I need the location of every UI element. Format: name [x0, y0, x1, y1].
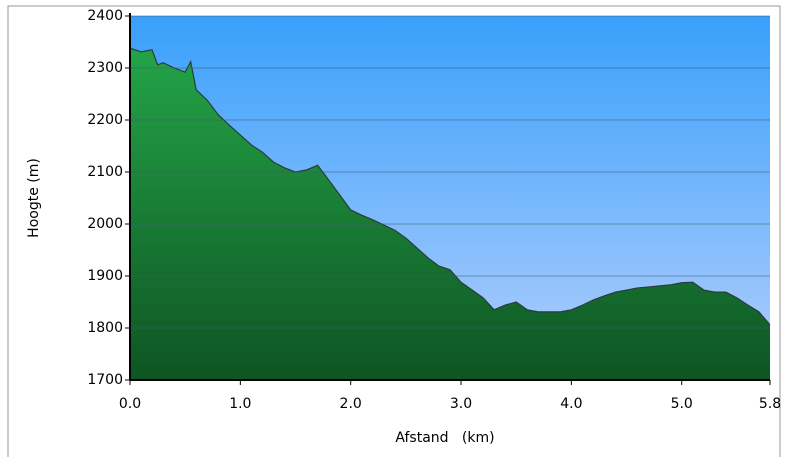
- x-tick-label: 3.0: [450, 396, 472, 412]
- y-tick-label: 1700: [87, 372, 123, 388]
- panel-frame: [7, 5, 781, 457]
- elevation-area: [130, 48, 770, 381]
- y-tick-label: 2300: [87, 60, 123, 76]
- x-axis-label: Afstand (km): [395, 430, 494, 446]
- y-tick-label: 1800: [87, 320, 123, 336]
- y-tick-label: 2400: [87, 8, 123, 24]
- y-tick-label: 2200: [87, 112, 123, 128]
- x-tick-label: 4.0: [560, 396, 582, 412]
- y-tick-label: 2100: [87, 164, 123, 180]
- elevation-line: [129, 47, 771, 326]
- y-axis-label: Hoogte (m): [26, 158, 42, 238]
- x-tick-label: 5.0: [671, 396, 693, 412]
- x-tick-label: 5.8: [759, 396, 781, 412]
- y-tick-label: 2000: [87, 216, 123, 232]
- x-tick-label: 2.0: [340, 396, 362, 412]
- y-tick-label: 1900: [87, 268, 123, 284]
- x-tick-label: 0.0: [119, 396, 141, 412]
- x-tick-label: 1.0: [229, 396, 251, 412]
